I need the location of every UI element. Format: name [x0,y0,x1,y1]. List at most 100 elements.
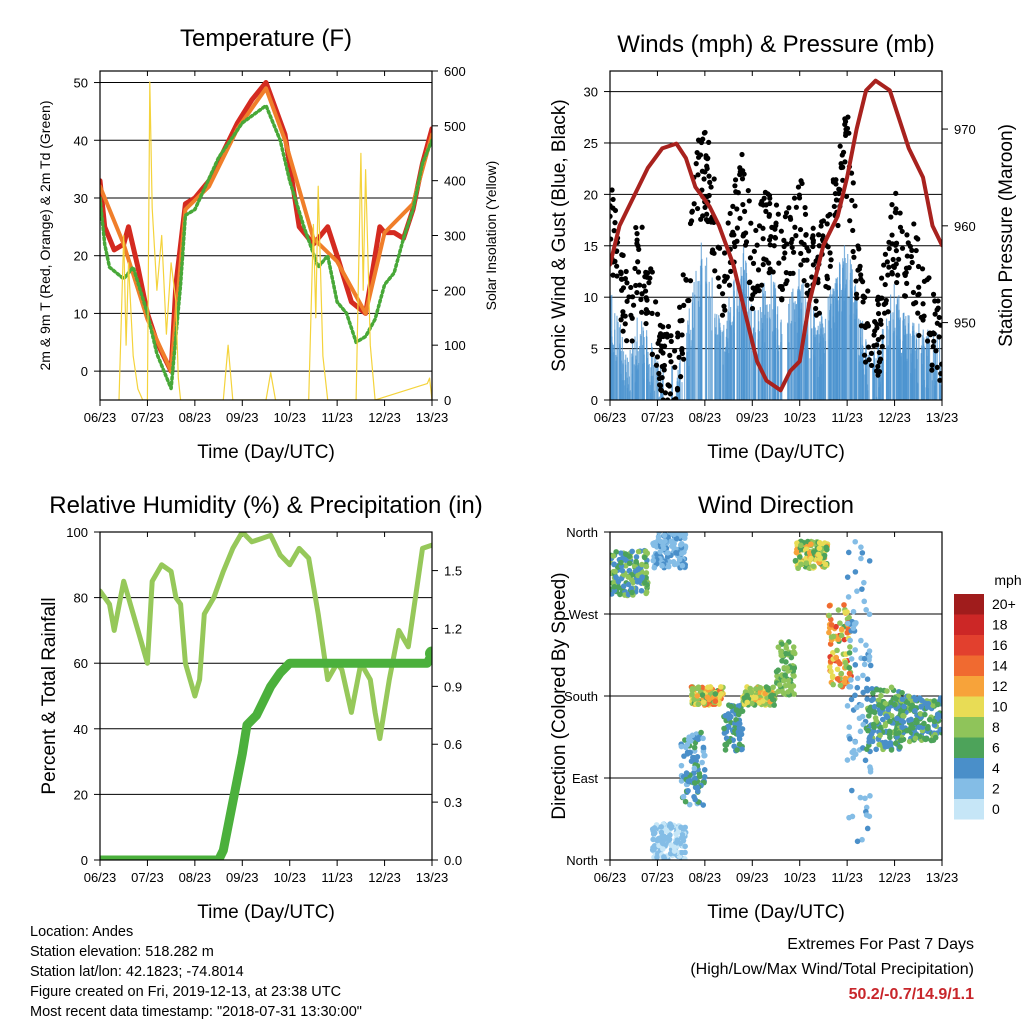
direction-point [637,577,644,584]
extremes-box: Extremes For Past 7 Days (High/Low/Max W… [690,932,974,1007]
direction-point [928,737,935,744]
direction-point [844,703,851,709]
gust-point [754,242,760,248]
gust-point [677,318,683,324]
plot-area [610,532,942,860]
direction-point [816,539,823,546]
gust-point [936,334,942,340]
direction-point [734,747,740,753]
direction-point [769,696,776,703]
gust-point [727,210,733,217]
y-right-tick-label: 400 [444,174,466,189]
gust-point [816,243,822,249]
direction-point [861,661,868,668]
gust-point [865,288,871,294]
direction-point [655,835,662,842]
direction-point [699,759,705,766]
gust-point [771,243,777,249]
gust-point [629,315,635,321]
gust-point [835,222,841,229]
direction-point [909,702,916,709]
gust-point [643,320,649,327]
x-tick-label: 08/23 [179,410,212,425]
direction-point [868,708,874,715]
gust-point [793,204,799,210]
gust-point [935,298,941,304]
gust-point [810,225,816,231]
direction-point [659,840,666,846]
direction-point [924,704,931,710]
gust-point [731,239,738,246]
direction-point [749,700,755,707]
gust-point [899,245,906,251]
direction-point [718,691,725,697]
gust-point [782,214,789,220]
direction-point [891,695,898,701]
gust-point [809,274,815,280]
gust-point [885,309,891,315]
gust-point [913,300,919,306]
x-tick-label: 06/23 [594,870,627,885]
direction-point [691,780,698,786]
direction-point [846,614,852,621]
created-text: Figure created on Fri, 2019-12-13, at 23… [30,984,342,1000]
gust-point [851,254,857,260]
gust-point [878,275,885,281]
gust-point [781,237,787,243]
direction-point [844,620,851,627]
direction-point [891,701,898,708]
direction-point [873,686,880,693]
direction-point [695,684,702,690]
gust-point [931,338,937,344]
y-tick-label: North [566,525,598,540]
direction-point [851,747,857,754]
gust-point [707,179,713,185]
gust-point [893,248,899,254]
gust-point [639,224,645,230]
direction-point [721,725,727,732]
gust-point [930,343,936,350]
direction-point [783,659,789,665]
gust-point [899,228,905,235]
direction-point [903,699,910,706]
direction-point [859,836,865,843]
direction-point [864,676,871,682]
direction-point [775,688,782,695]
gust-point [879,343,885,350]
direction-point [866,648,873,654]
gust-point [904,232,910,238]
direction-point [722,712,729,719]
gust-point [860,279,866,285]
gust-point [653,362,660,368]
gust-point [698,216,704,222]
direction-point [625,581,632,588]
y-tick-label: North [566,853,598,868]
direction-point [680,794,687,800]
gust-point [712,268,718,274]
gust-point [740,168,746,174]
x-tick-label: 11/23 [321,870,353,885]
direction-point [919,697,925,704]
y-tick-label: 80 [74,591,88,606]
direction-point [790,683,797,689]
gust-point [795,184,802,190]
gust-point [849,197,855,204]
series-relative-humidity [100,532,432,742]
y-tick-label: 20 [74,249,88,264]
gust-point [838,164,844,171]
gust-point [737,171,743,178]
y-tick-label: 0 [591,393,598,408]
direction-point [635,548,642,555]
gust-point [810,262,816,268]
gust-point [803,232,809,238]
gust-point [886,245,892,252]
gust-point [876,359,883,365]
gust-point [706,173,712,179]
direction-point [859,550,866,556]
direction-point [898,717,905,724]
gust-point [741,208,748,214]
gust-point [639,309,645,315]
gust-point [904,253,910,259]
gust-point [775,211,781,217]
y-tick-label: 100 [66,525,88,540]
